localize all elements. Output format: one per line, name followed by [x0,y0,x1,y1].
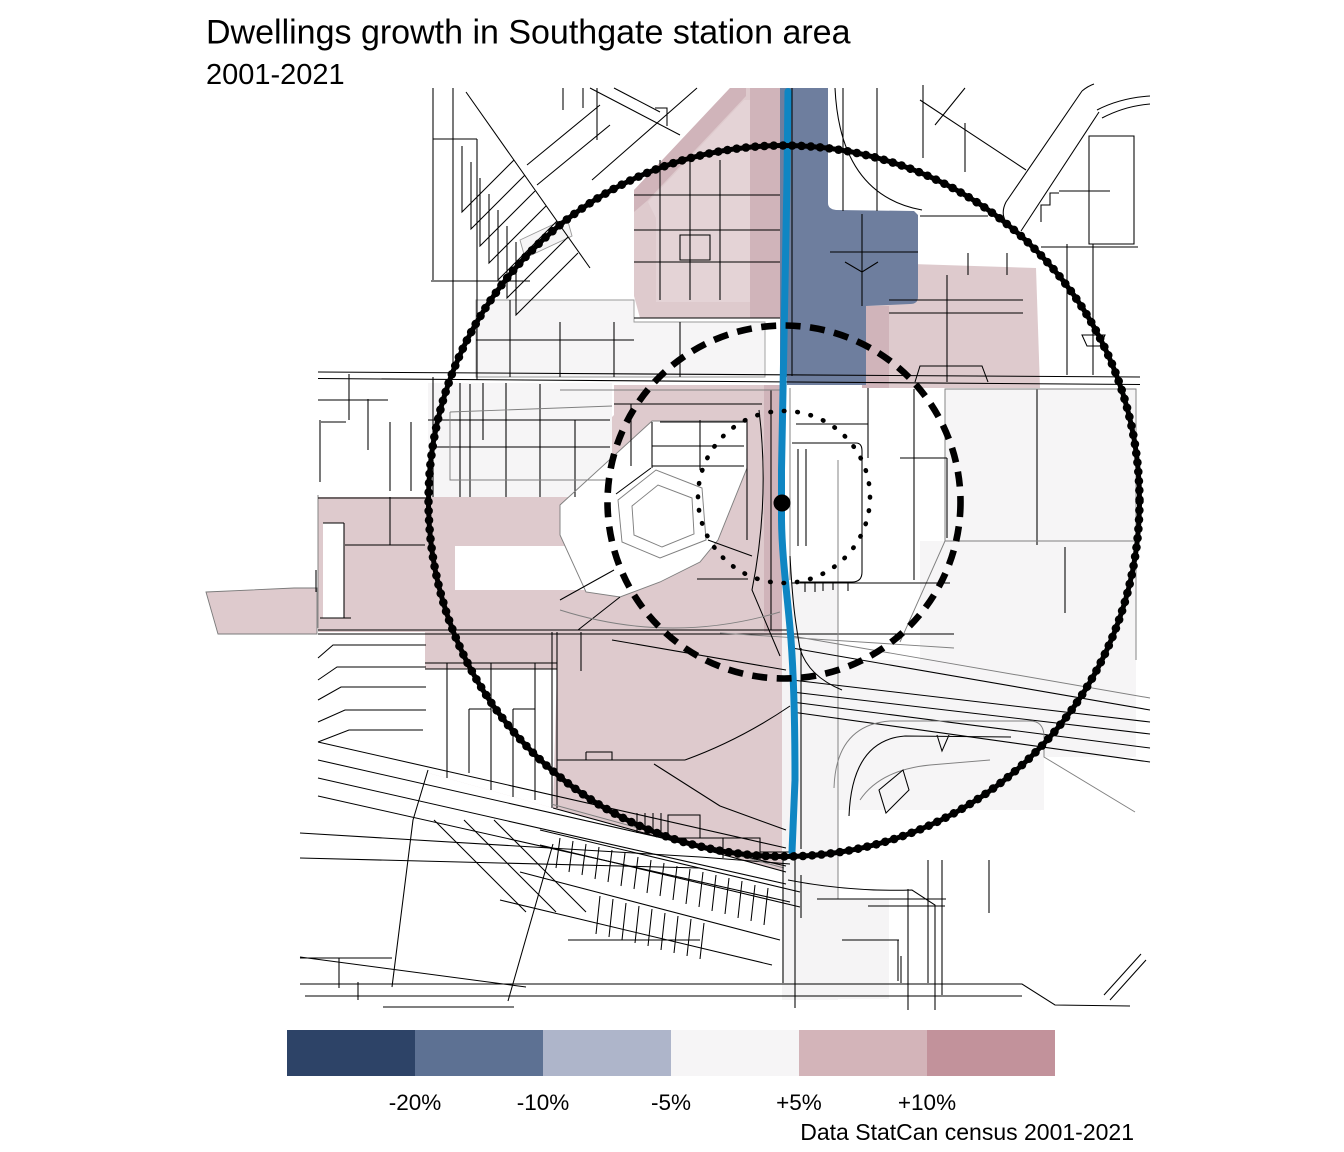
svg-text:Dwellings growth in Southgate: Dwellings growth in Southgate station ar… [206,14,851,52]
svg-text:-10%: -10% [517,1090,570,1115]
svg-text:+5%: +5% [776,1090,822,1115]
svg-text:-5%: -5% [651,1090,691,1115]
svg-text:Data StatCan census 2001-2021: Data StatCan census 2001-2021 [800,1119,1134,1145]
svg-text:-20%: -20% [389,1090,442,1115]
svg-text:2001-2021: 2001-2021 [206,59,345,91]
svg-text:+10%: +10% [898,1090,956,1115]
